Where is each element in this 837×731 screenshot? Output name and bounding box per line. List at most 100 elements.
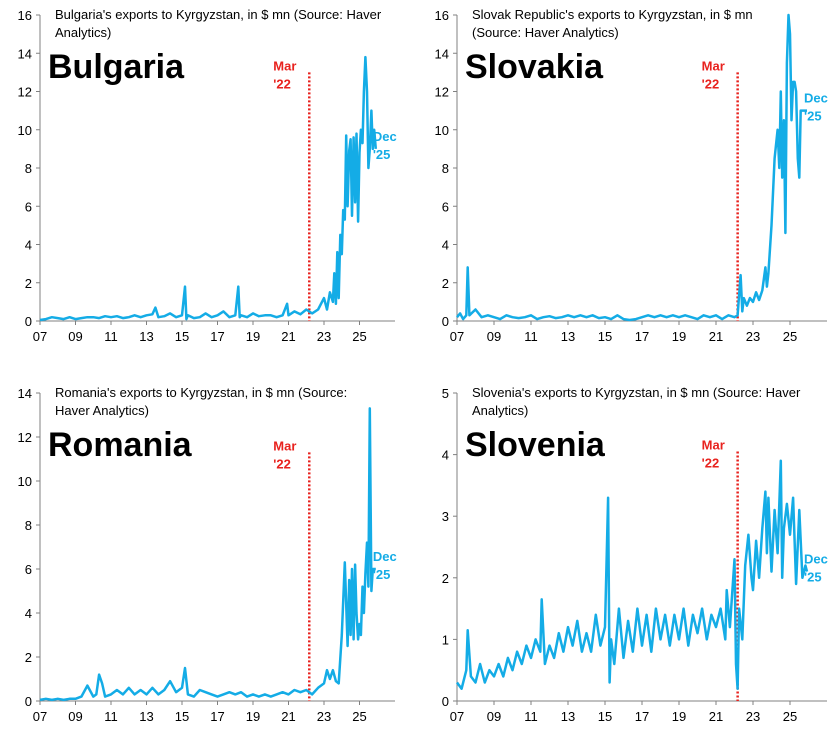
series-line-0 xyxy=(456,13,807,322)
y-tick-label: 0 xyxy=(25,694,32,709)
mar22-label-month: Mar xyxy=(702,58,725,73)
y-tick-label: 8 xyxy=(442,161,449,176)
x-tick-label: 19 xyxy=(246,329,260,344)
y-tick-label: 2 xyxy=(442,276,449,291)
end-label-year: '25 xyxy=(373,147,391,162)
x-tick-label: 09 xyxy=(68,329,82,344)
y-tick-label: 14 xyxy=(18,386,32,401)
x-tick-label: 09 xyxy=(487,329,501,344)
y-tick-label: 0 xyxy=(442,314,449,329)
y-tick-label: 16 xyxy=(18,8,32,23)
y-tick-label: 12 xyxy=(435,85,449,100)
x-tick-label: 07 xyxy=(450,709,464,724)
x-tick-label: 23 xyxy=(317,329,331,344)
x-tick-label: 13 xyxy=(139,329,153,344)
end-label-month: Dec xyxy=(804,91,828,106)
y-tick-label: 14 xyxy=(18,46,32,61)
y-tick-label: 8 xyxy=(25,518,32,533)
end-label-month: Dec xyxy=(373,549,397,564)
series-line-0 xyxy=(39,55,378,322)
x-tick-label: 11 xyxy=(104,709,118,724)
y-tick-label: 16 xyxy=(435,8,449,23)
y-tick-label: 5 xyxy=(442,386,449,401)
chart-title: Analytics) xyxy=(472,403,528,418)
x-tick-label: 13 xyxy=(561,329,575,344)
y-tick-label: 8 xyxy=(25,161,32,176)
x-tick-label: 11 xyxy=(524,329,538,344)
x-tick-label: 15 xyxy=(598,709,612,724)
y-tick-label: 1 xyxy=(442,632,449,647)
y-tick-label: 14 xyxy=(435,46,449,61)
end-label-month: Dec xyxy=(373,129,397,144)
x-tick-label: 21 xyxy=(709,329,723,344)
x-tick-label: 13 xyxy=(139,709,153,724)
y-tick-label: 10 xyxy=(18,123,32,138)
y-tick-label: 6 xyxy=(25,199,32,214)
x-tick-label: 15 xyxy=(598,329,612,344)
country-label: Romania xyxy=(48,426,193,464)
series-line-0 xyxy=(455,459,809,690)
x-tick-label: 23 xyxy=(317,709,331,724)
x-tick-label: 11 xyxy=(104,329,118,344)
x-tick-label: 17 xyxy=(635,329,649,344)
x-tick-label: 25 xyxy=(783,329,797,344)
y-tick-label: 2 xyxy=(442,571,449,586)
x-tick-label: 21 xyxy=(709,709,723,724)
country-label: Slovakia xyxy=(465,48,604,86)
x-tick-label: 17 xyxy=(210,329,224,344)
x-tick-label: 07 xyxy=(33,709,47,724)
x-tick-label: 25 xyxy=(352,709,366,724)
chart-title: Analytics) xyxy=(55,25,111,40)
chart-panel-slovakia: 0 2 4 6 8 10 12 14 16 07 09 11 13 15 17 19 21 23 25 Slovak … xyxy=(435,7,828,344)
mar22-label-month: Mar xyxy=(702,438,725,453)
y-tick-label: 0 xyxy=(442,694,449,709)
y-tick-label: 6 xyxy=(442,199,449,214)
end-label-month: Dec xyxy=(804,552,828,567)
x-tick-label: 21 xyxy=(281,709,295,724)
x-tick-label: 09 xyxy=(487,709,501,724)
chart-title: Bulgaria's exports to Kyrgyzstan, in $ m… xyxy=(55,7,382,22)
end-label-year: '25 xyxy=(373,567,391,582)
x-tick-label: 15 xyxy=(175,329,189,344)
chart-panel-romania: 0 2 4 6 8 10 12 14 07 09 11 13 15 17 19 21 23 25 Romania's… xyxy=(18,385,397,724)
country-label: Slovenia xyxy=(465,426,606,464)
x-tick-label: 25 xyxy=(352,329,366,344)
country-label: Bulgaria xyxy=(48,48,185,86)
x-tick-label: 17 xyxy=(210,709,224,724)
y-tick-label: 4 xyxy=(442,448,449,463)
y-tick-label: 10 xyxy=(18,474,32,489)
x-tick-label: 19 xyxy=(672,709,686,724)
y-tick-label: 2 xyxy=(25,276,32,291)
x-tick-label: 19 xyxy=(672,329,686,344)
y-tick-label: 12 xyxy=(18,85,32,100)
mar22-label-year: '22 xyxy=(273,456,291,471)
x-tick-label: 13 xyxy=(561,709,575,724)
chart-title: Romania's exports to Kyrgyzstan, in $ mn… xyxy=(55,385,347,400)
series-line-0 xyxy=(39,407,376,702)
y-tick-label: 2 xyxy=(25,650,32,665)
x-tick-label: 09 xyxy=(68,709,82,724)
y-tick-label: 4 xyxy=(442,238,449,253)
y-tick-label: 6 xyxy=(25,562,32,577)
x-tick-label: 15 xyxy=(175,709,189,724)
y-tick-label: 3 xyxy=(442,509,449,524)
y-tick-label: 4 xyxy=(25,606,32,621)
chart-title: Slovak Republic's exports to Kyrgyzstan,… xyxy=(472,7,753,22)
x-tick-label: 21 xyxy=(281,329,295,344)
end-label-year: '25 xyxy=(804,109,822,124)
chart-title: Haver Analytics) xyxy=(55,403,149,418)
mar22-label-year: '22 xyxy=(702,456,720,471)
y-tick-label: 12 xyxy=(18,430,32,445)
x-tick-label: 23 xyxy=(746,329,760,344)
mar22-label-month: Mar xyxy=(273,58,296,73)
x-tick-label: 17 xyxy=(635,709,649,724)
x-tick-label: 19 xyxy=(246,709,260,724)
mar22-label-month: Mar xyxy=(273,438,296,453)
chart-title: Slovenia's exports to Kyrgyzstan, in $ m… xyxy=(472,385,801,400)
y-tick-label: 4 xyxy=(25,238,32,253)
end-label-year: '25 xyxy=(804,570,822,585)
mar22-label-year: '22 xyxy=(702,76,720,91)
x-tick-label: 25 xyxy=(783,709,797,724)
x-tick-label: 07 xyxy=(450,329,464,344)
